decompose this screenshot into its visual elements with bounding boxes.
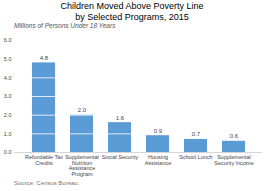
svg-text:HousingAssistance: HousingAssistance <box>145 154 172 166</box>
svg-text:0.9: 0.9 <box>154 128 163 134</box>
svg-text:4.8: 4.8 <box>40 55 49 61</box>
svg-text:2.0: 2.0 <box>78 107 87 113</box>
html-text:Source: Census Bureau.: Source: Census Bureau. <box>14 180 80 186</box>
svg-text:School Lunch: School Lunch <box>179 154 212 160</box>
svg-text:0.7: 0.7 <box>192 131 201 137</box>
svg-text:0.6: 0.6 <box>230 133 239 139</box>
svg-text:SupplementalSecurity Income: SupplementalSecurity Income <box>214 154 253 166</box>
svg-text:1.0: 1.0 <box>4 131 12 137</box>
svg-text:6.0: 6.0 <box>4 37 12 43</box>
svg-text:SupplementalNutritionAssistanc: SupplementalNutritionAssistanceProgram <box>65 154 99 177</box>
svg-text:0.0: 0.0 <box>4 149 12 155</box>
svg-text:4.0: 4.0 <box>4 75 12 81</box>
svg-text:2.0: 2.0 <box>4 112 12 118</box>
svg-text:Refundable TaxCredits: Refundable TaxCredits <box>25 154 63 166</box>
svg-text:3.0: 3.0 <box>4 93 12 99</box>
html-text:Children Moved Above Poverty L: Children Moved Above Poverty Line by Sel… <box>60 1 204 22</box>
svg-text:5.0: 5.0 <box>4 56 12 62</box>
html-text:Millions of Persons Under 18 Y: Millions of Persons Under 18 Years <box>14 22 116 29</box>
svg-text:Social Security: Social Security <box>102 154 139 160</box>
svg-text:1.6: 1.6 <box>116 115 125 121</box>
